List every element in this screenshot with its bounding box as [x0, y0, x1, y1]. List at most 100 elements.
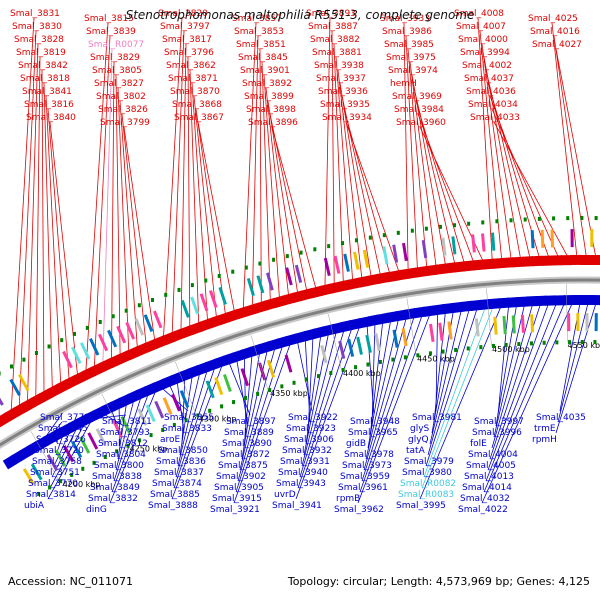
gene-label: Smal_3979: [404, 457, 454, 467]
gene-label: uvrD: [274, 490, 296, 500]
tick-mark: [491, 343, 495, 348]
gene-label: dinG: [86, 505, 107, 515]
tick-mark: [580, 216, 584, 221]
gene-label: Smal_3871: [168, 74, 218, 84]
gene-label: Smal_3898: [246, 105, 296, 115]
gene-label: Smal_3882: [310, 35, 360, 45]
cog-block-outer: [294, 264, 303, 283]
gene-label: rpmB: [336, 494, 360, 504]
leader-line: [115, 401, 134, 471]
gene-label: Smal_4034: [468, 100, 518, 110]
gene-label: Smal_3959: [340, 472, 390, 482]
cog-block-inner: [392, 329, 399, 348]
genome-backbone: [0, 276, 600, 450]
leader-line: [359, 316, 423, 493]
gene-label: Smal_3888: [148, 501, 198, 511]
gene-label: Smal_3896: [248, 118, 298, 128]
leader-line: [497, 306, 509, 416]
gene-label: Smal_3906: [284, 435, 334, 445]
leader-line: [429, 310, 462, 445]
leader-line: [85, 22, 109, 371]
leader-line: [109, 391, 156, 504]
gene-label: glyQ: [408, 435, 429, 445]
cog-block-outer: [481, 233, 486, 252]
gene-label: rpmH: [532, 435, 557, 445]
cog-block-outer: [125, 321, 136, 340]
gene-label: Smal_3995: [396, 501, 446, 511]
tick-mark: [59, 479, 63, 484]
gene-label: Smal_3887: [308, 22, 358, 32]
cog-block-inner: [511, 315, 516, 334]
cog-block-outer: [143, 314, 154, 333]
gene-label: Smal_4032: [460, 494, 510, 504]
tick-label: 4500 kbp: [492, 345, 530, 354]
tick-mark: [196, 413, 200, 418]
tick-mark: [304, 377, 308, 382]
leader-line: [263, 74, 280, 298]
tick-label: 4350 kbp: [270, 389, 308, 398]
leader-line: [555, 303, 597, 434]
gene-label: Smal_4036: [466, 87, 516, 97]
gene-label: Smal_3805: [92, 66, 142, 76]
leader-line: [367, 321, 391, 449]
cog-block-inner: [365, 334, 372, 354]
gene-label: Smal_4005: [466, 461, 516, 471]
tick-mark: [378, 359, 382, 364]
leader-line: [409, 61, 437, 266]
gene-label: tatA: [406, 446, 426, 456]
leader-line: [236, 360, 249, 427]
gene-label: ubiA: [24, 501, 45, 511]
leader-line: [339, 82, 372, 277]
cog-block-inner: [438, 322, 444, 341]
cog-block-outer: [333, 255, 341, 274]
leader-line: [415, 100, 465, 263]
tick-mark: [467, 221, 471, 226]
leader-line: [242, 22, 257, 309]
cog-block-inner: [205, 380, 215, 399]
leader-line: [307, 338, 314, 434]
tick-mark: [85, 325, 89, 330]
gene-label: Smal_3802: [96, 92, 146, 102]
cog-block-outer: [540, 229, 545, 248]
tick-mark: [542, 340, 546, 345]
gene-label: Smal_4004: [468, 450, 518, 460]
gene-label: Smal_3867: [174, 113, 224, 123]
cog-block-outer: [62, 350, 73, 369]
gene-label: Smal_3975: [386, 53, 436, 63]
tick-mark: [98, 319, 102, 324]
tick-mark: [22, 357, 26, 362]
cog-block-outer: [98, 333, 109, 352]
leader-line: [121, 113, 147, 344]
cog-block-inner: [594, 313, 598, 332]
gene-label: Smal_3984: [394, 105, 444, 115]
cog-block-outer: [323, 257, 331, 277]
tick-mark: [391, 357, 395, 362]
gene-label: Smal_3826: [98, 105, 148, 115]
tick-mark: [441, 349, 445, 354]
gene-label: Smal_R0082: [400, 479, 456, 489]
leader-line: [195, 108, 226, 315]
gene-label: Smal_3820: [158, 9, 208, 19]
gene-label: Smal_3840: [26, 113, 76, 123]
cog-block-outer: [134, 318, 145, 336]
tick-mark: [454, 347, 458, 352]
leader-line: [324, 17, 331, 286]
tick-mark: [537, 216, 541, 221]
tick-line: [175, 361, 197, 416]
leader-line: [49, 425, 84, 489]
gene-label: Smal_3811: [102, 417, 152, 427]
gene-label: Smal_3857: [232, 14, 282, 24]
gene-label: Smal_3849: [90, 483, 140, 493]
cog-block-inner: [347, 338, 355, 357]
tick-mark: [354, 365, 358, 370]
tick-label: 4200 kbp: [63, 480, 101, 489]
leader-line: [551, 22, 578, 257]
leader-line: [228, 363, 251, 416]
tick-mark: [317, 374, 321, 379]
tick-mark: [37, 491, 41, 496]
tick-mark: [244, 265, 248, 270]
cog-block-inner: [171, 393, 181, 412]
accession-text: Accession: NC_011071: [8, 575, 133, 588]
gene-label: Smal_3923: [286, 424, 336, 434]
tick-mark: [244, 395, 248, 400]
